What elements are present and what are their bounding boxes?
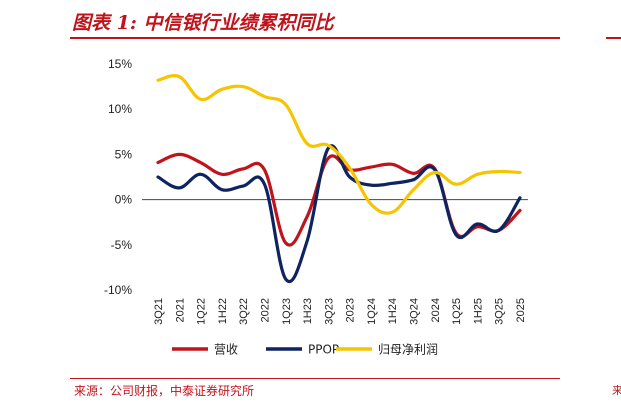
x-tick-label: 3Q25	[494, 298, 506, 325]
legend-label: PPOP	[308, 343, 339, 357]
x-tick-label: 3Q22	[238, 298, 250, 325]
series-line-net-profit	[156, 74, 522, 215]
y-tick-label: 15%	[108, 57, 132, 71]
y-tick-label: -10%	[104, 283, 132, 297]
x-tick-label: 2024	[430, 298, 442, 322]
y-axis: 15% 10% 5% 0% -5% -10%	[104, 57, 132, 297]
chart-title: 图表 1: 中信银行业绩累积同比	[72, 12, 334, 34]
legend: 营收 PPOP 归母净利润	[172, 343, 438, 357]
footer-rule	[70, 378, 560, 379]
x-tick-label: 2025	[515, 298, 527, 322]
x-tick-label: 3Q24	[409, 298, 421, 325]
y-tick-label: -5%	[111, 238, 133, 252]
x-tick-label: 2021	[174, 298, 186, 322]
adjacent-panel-text: 来	[612, 384, 621, 397]
x-tick-label: 1H24	[387, 298, 399, 324]
x-tick-label: 1H22	[217, 298, 229, 324]
x-tick-label: 3Q21	[153, 298, 165, 325]
adjacent-panel-rule	[606, 37, 621, 39]
series-lines	[156, 74, 522, 284]
title-rule	[70, 37, 560, 39]
x-tick-label: 1H25	[472, 298, 484, 324]
source-note: 来源：公司财报，中泰证券研究所	[74, 384, 255, 398]
x-tick-label: 1Q24	[366, 298, 378, 325]
x-tick-label: 3Q23	[323, 298, 335, 325]
legend-label: 营收	[214, 343, 238, 357]
series-line-ppop	[156, 144, 522, 284]
x-tick-label: 1Q22	[196, 298, 208, 325]
x-axis: 3Q21 2021 1Q22 1H22 3Q22 2022 1Q23 1H23 3Q23 2023…	[153, 298, 527, 325]
y-tick-label: 5%	[115, 147, 133, 161]
x-tick-label: 1H23	[302, 298, 314, 324]
y-tick-label: 10%	[108, 102, 132, 116]
x-tick-label: 2023	[345, 298, 357, 322]
x-tick-label: 1Q23	[281, 298, 293, 325]
legend-label: 归母净利润	[378, 343, 438, 357]
x-tick-label: 1Q25	[451, 298, 463, 325]
x-tick-label: 2022	[259, 298, 271, 322]
y-tick-label: 0%	[115, 193, 133, 207]
